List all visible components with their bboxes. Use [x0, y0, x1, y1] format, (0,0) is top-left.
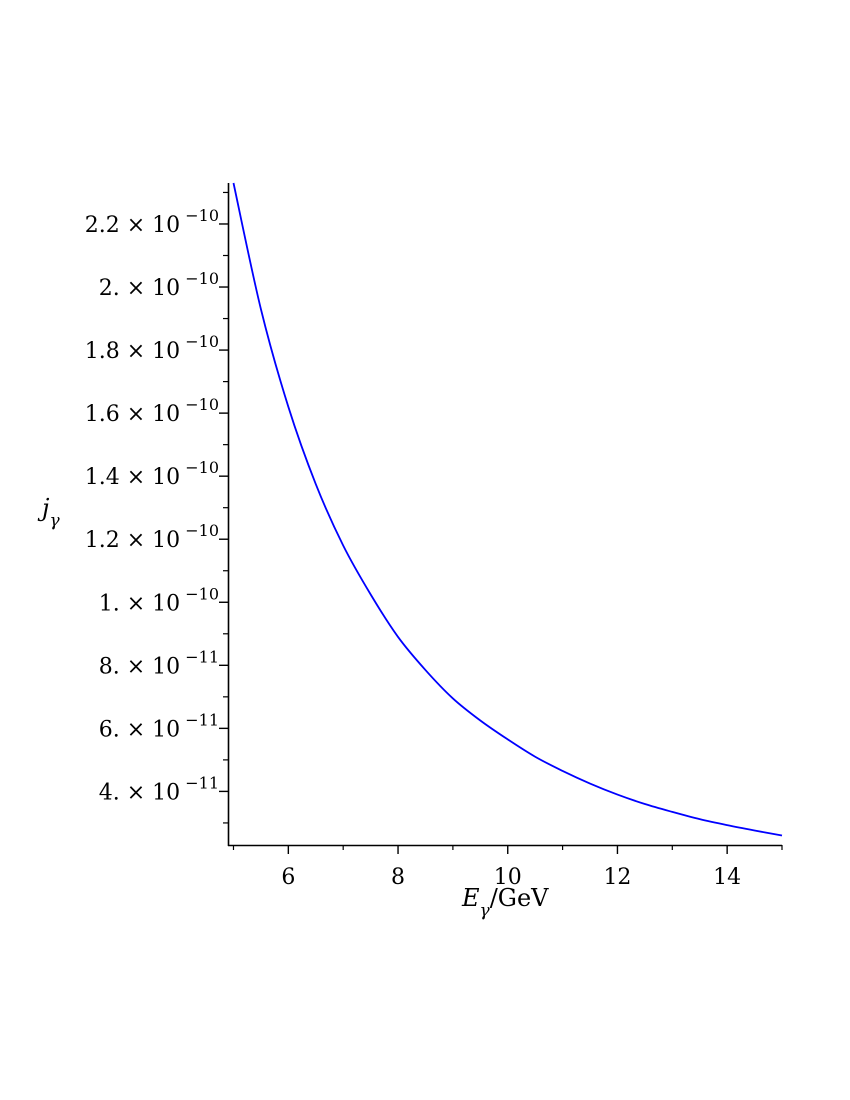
y-minor-ticks	[223, 191, 228, 824]
y-tick-label: 1. × 10 −10	[99, 584, 219, 616]
y-tick-label: 6. × 10 −11	[99, 710, 219, 742]
y-ticks: 4. × 10 −11 6. × 10 −11 8. × 10 −11 1. × 10…	[85, 206, 228, 805]
y-tick-label: 1.2 × 10 −10	[85, 521, 219, 553]
axes	[227, 183, 782, 847]
x-tick-label: 10	[494, 865, 522, 890]
x-minor-ticks	[232, 845, 783, 850]
y-tick-label: 2.2 × 10 −10	[85, 206, 219, 238]
x-axis-label: Eγ/GeV	[461, 884, 549, 921]
y-tick-label: 1.8 × 10 −10	[85, 332, 219, 364]
y-tick-label: 2. × 10 −10	[99, 269, 219, 301]
x-tick-label: 6	[281, 865, 295, 890]
y-tick-label: 4. × 10 −11	[99, 773, 219, 805]
x-ticks: 6 8 10 12 14	[281, 845, 741, 890]
y-tick-label: 1.4 × 10 −10	[85, 458, 219, 490]
series-layer	[232, 182, 783, 837]
x-tick-label: 14	[713, 865, 741, 890]
x-tick-label: 12	[603, 865, 631, 890]
y-tick-label: 8. × 10 −11	[99, 647, 219, 679]
y-axis-label: jγ	[37, 494, 60, 531]
y-tick-label: 1.6 × 10 −10	[85, 395, 219, 427]
x-tick-label: 8	[391, 865, 405, 890]
series-line	[232, 182, 783, 837]
